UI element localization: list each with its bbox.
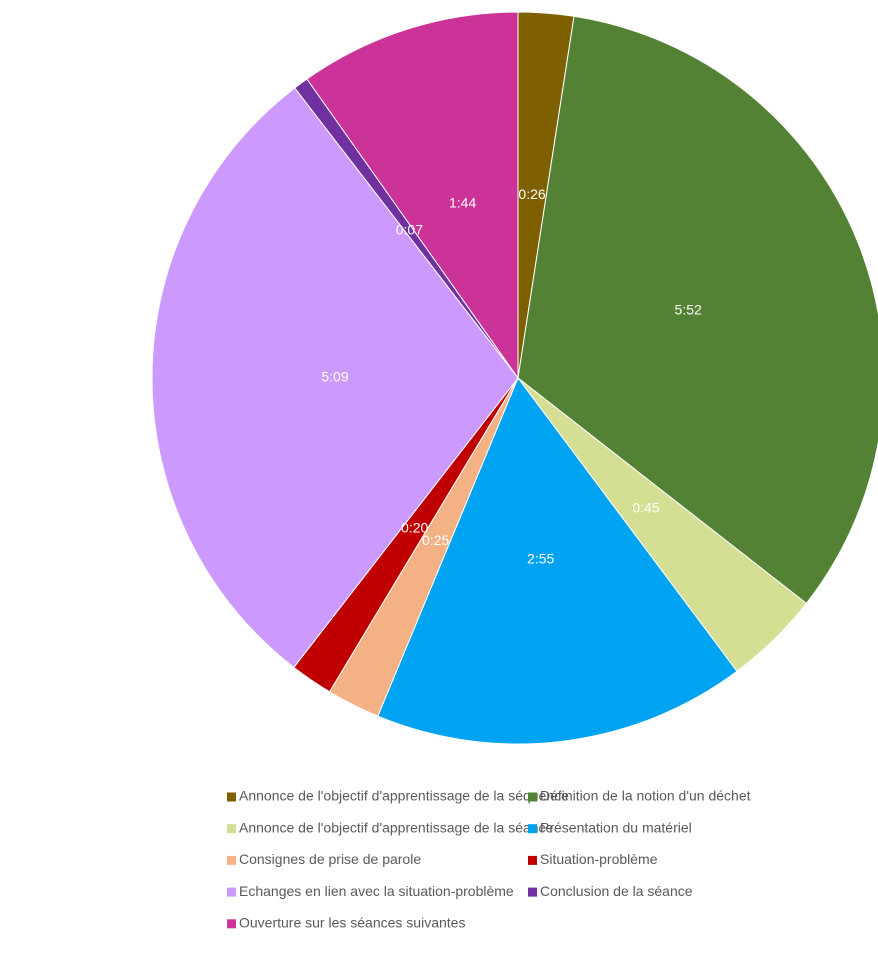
legend-label: Situation-problème	[540, 851, 658, 867]
legend-label: Annonce de l'objectif d'apprentissage de…	[239, 819, 554, 835]
pie-slice	[151, 87, 519, 669]
pie-slice	[377, 376, 738, 745]
legend-label: Consignes de prise de parole	[239, 851, 421, 867]
legend-marker	[528, 855, 537, 865]
legend-marker	[528, 824, 537, 834]
legend-marker	[528, 792, 537, 802]
data-label: 5:09	[321, 368, 348, 384]
legend-label: Annonce de l'objectif d'apprentissage de…	[239, 788, 569, 804]
legend-marker	[227, 855, 236, 865]
data-label: 2:55	[527, 550, 554, 566]
data-label: 0:26	[518, 186, 545, 202]
pie-slice	[517, 15, 878, 605]
legend-marker	[227, 824, 236, 834]
legend-label: Echanges en lien avec la situation-probl…	[239, 883, 514, 899]
legend-label: Conclusion de la séance	[540, 883, 693, 899]
legend-label: Ouverture sur les séances suivantes	[239, 915, 465, 931]
legend-marker	[227, 792, 236, 802]
legend-marker	[528, 887, 537, 897]
data-label: 5:52	[675, 301, 702, 317]
data-label: 0:25	[422, 532, 449, 548]
data-label: 0:45	[632, 500, 659, 516]
legend-marker	[227, 887, 236, 897]
pie-slice	[306, 11, 519, 380]
legend-marker	[227, 919, 236, 929]
data-label: 1:44	[449, 194, 476, 210]
legend-label: Définition de la notion d'un déchet	[540, 788, 751, 804]
data-label: 0:20	[401, 520, 428, 536]
legend-label: Présentation du matériel	[540, 819, 692, 835]
data-label: 0:07	[396, 221, 423, 237]
